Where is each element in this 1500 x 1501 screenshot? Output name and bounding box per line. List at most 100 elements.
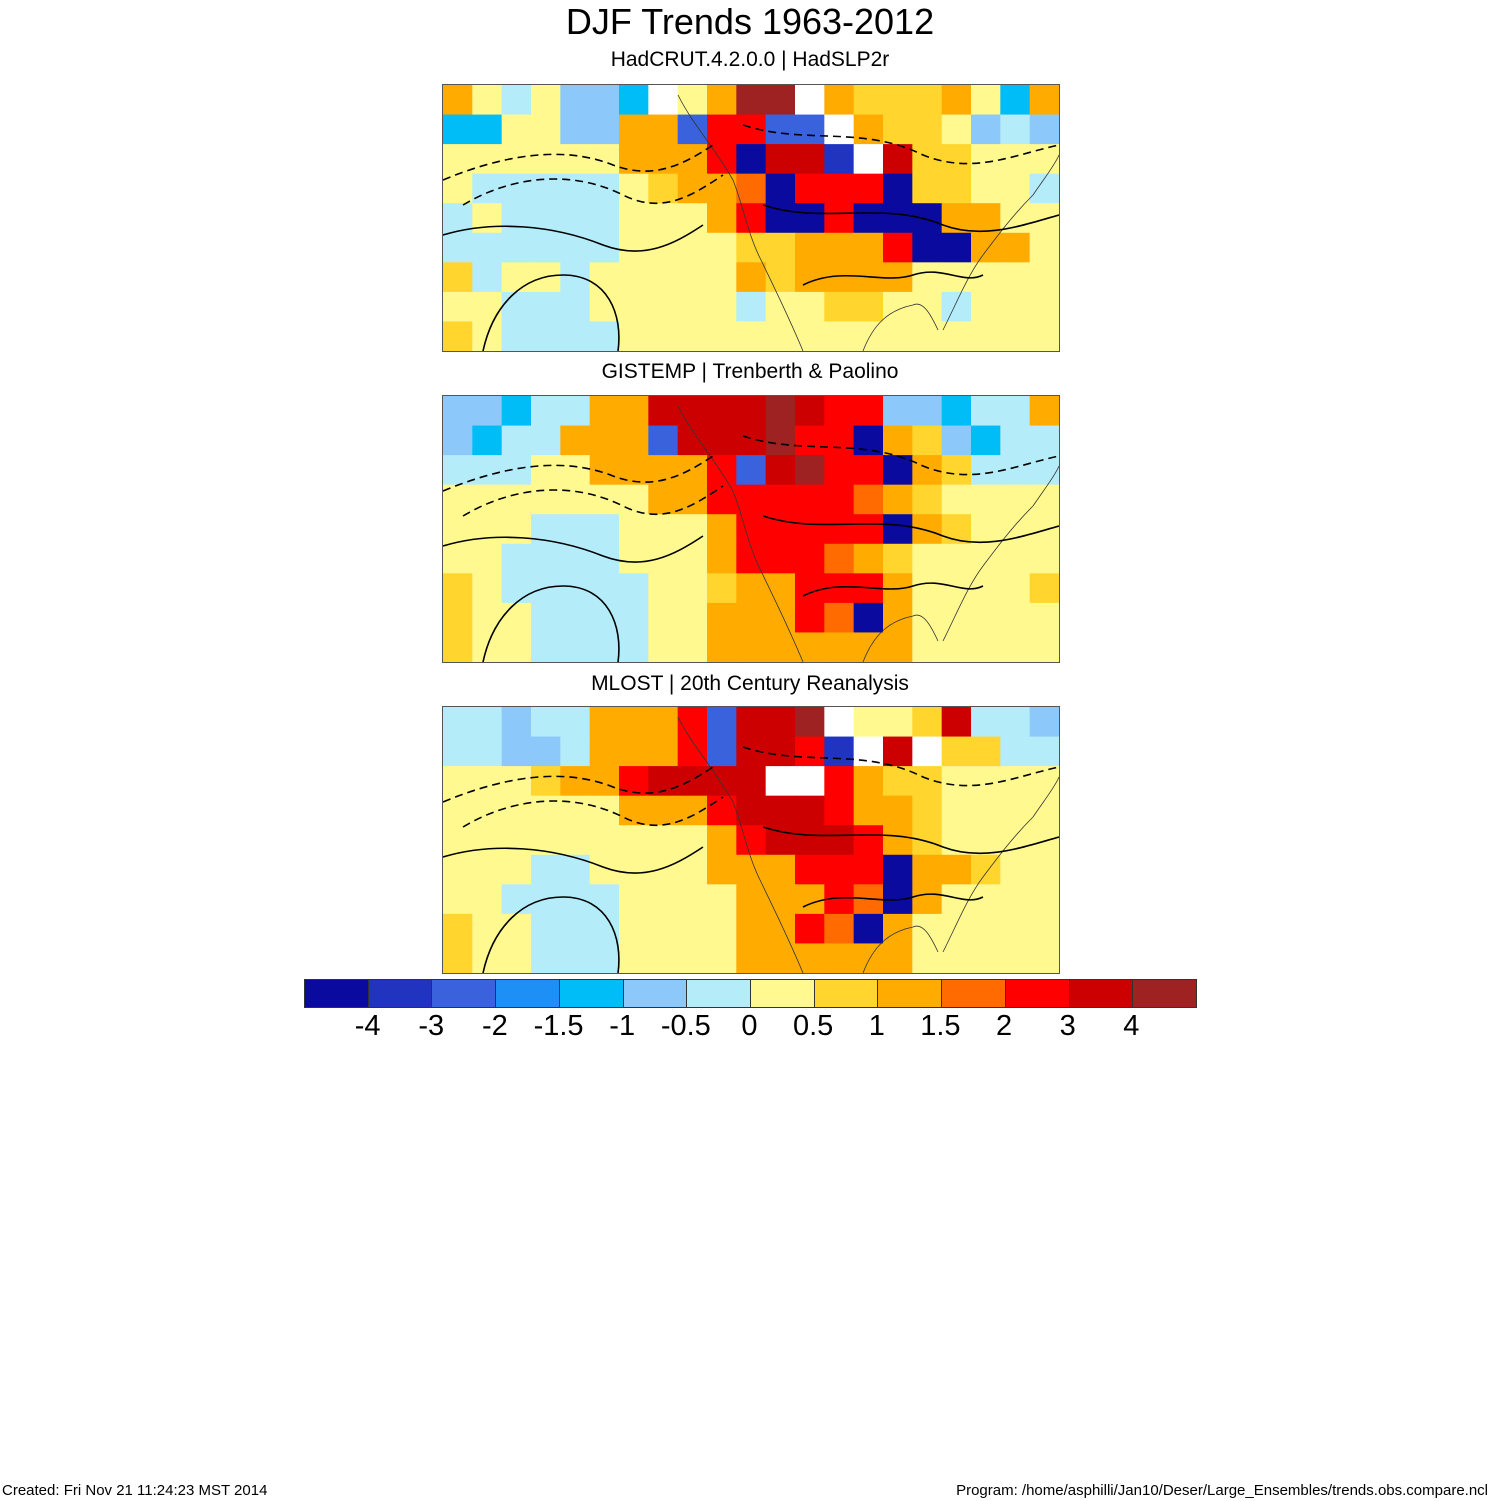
grid-cell: [531, 455, 561, 486]
grid-cell: [677, 825, 708, 856]
grid-cell: [560, 632, 591, 662]
panel-1-title: HadCRUT.4.2.0.0 | HadSLP2r: [610, 48, 890, 71]
grid-cell: [1000, 321, 1031, 351]
colorbar-tick-label: -0.5: [660, 1010, 711, 1042]
grid-cell: [736, 825, 767, 856]
grid-cell: [501, 173, 532, 204]
grid-cell: [941, 85, 972, 116]
grid-cell: [765, 573, 796, 604]
grid-cell: [824, 854, 855, 885]
colorbar-box: [1133, 980, 1197, 1007]
colorbar-box: [814, 980, 879, 1007]
grid-cell: [707, 884, 737, 915]
grid-cell: [648, 114, 679, 145]
grid-cell: [765, 232, 796, 263]
colorbar-tick-label: 0: [741, 1010, 758, 1042]
grid-cell: [883, 321, 913, 351]
map-panel-gistemp: [442, 395, 1060, 663]
panel-2-title: GISTEMP | Trenberth & Paolino: [601, 360, 899, 383]
grid-cell: [883, 736, 913, 767]
grid-cell: [824, 707, 855, 738]
grid-cell: [472, 484, 503, 515]
grid-cell: [677, 943, 708, 973]
grid-cell: [853, 291, 884, 323]
grid-cell: [824, 943, 855, 973]
grid-cell: [443, 321, 473, 351]
coastline: [677, 716, 1059, 973]
grid-cell: [589, 602, 620, 634]
grid-cell: [795, 884, 825, 915]
grid-cell: [648, 543, 679, 574]
grid-cell: [1000, 543, 1031, 574]
grid-cell: [589, 707, 620, 738]
grid-cell: [883, 913, 913, 945]
grid-cell: [795, 825, 825, 856]
grid-cell: [824, 425, 855, 456]
grid-cell: [853, 85, 884, 116]
grid-cell: [853, 114, 884, 145]
grid-cell: [560, 85, 591, 116]
colorbar-tick-label: 3: [1059, 1010, 1076, 1042]
grid-cell: [912, 203, 943, 234]
grid-cell: [531, 321, 561, 351]
grid-cell: [765, 943, 796, 973]
grid-cell: [912, 514, 943, 545]
grid-cell: [824, 484, 855, 515]
grid-cell: [853, 602, 884, 634]
grid-cell: [501, 114, 532, 145]
grid-cell: [795, 455, 825, 486]
grid-cell: [619, 514, 649, 545]
grid-cell: [765, 707, 796, 738]
colorbar-box: [687, 980, 752, 1007]
grid-cell: [560, 144, 591, 175]
grid-cell: [619, 795, 649, 826]
colorbar-box: [751, 980, 815, 1007]
grid-cell: [531, 766, 561, 797]
grid-cell: [853, 913, 884, 945]
slp-contour-negative: [443, 144, 714, 181]
grid-cell: [736, 203, 767, 234]
grid-cell: [648, 825, 679, 856]
grid-cell: [589, 232, 620, 263]
grid-cell: [648, 573, 679, 604]
grid-cell: [736, 396, 767, 427]
slp-contour-negative: [462, 796, 724, 828]
grid-cell: [560, 514, 591, 545]
grid-cell: [1029, 543, 1059, 574]
trend-map-hadcrut: [443, 85, 1059, 351]
grid-cell: [795, 262, 825, 293]
grid-cell: [648, 321, 679, 351]
grid-cell: [619, 573, 649, 604]
grid-cell: [501, 632, 532, 662]
grid-cell: [501, 396, 532, 427]
grid-cell: [971, 85, 1001, 116]
grid-cell: [912, 173, 943, 204]
grid-cell: [560, 736, 591, 767]
grid-cell: [1029, 913, 1059, 945]
grid-cell: [707, 321, 737, 351]
grid-cell: [765, 632, 796, 662]
grid-cell: [619, 173, 649, 204]
grid-cell: [619, 543, 649, 574]
grid-cell: [1029, 144, 1059, 175]
coastline: [677, 94, 1059, 351]
grid-cell: [589, 766, 620, 797]
grid-cell: [1000, 707, 1031, 738]
grid-cell: [443, 85, 473, 116]
grid-cell: [619, 232, 649, 263]
grid-cell: [648, 232, 679, 263]
grid-cell: [795, 543, 825, 574]
grid-cell: [472, 232, 503, 263]
grid-cell: [619, 291, 649, 323]
grid-cell: [619, 736, 649, 767]
grid-cell: [941, 114, 972, 145]
grid-cell: [795, 602, 825, 634]
grid-cell: [1000, 114, 1031, 145]
grid-cell: [443, 602, 473, 634]
grid-cell: [443, 854, 473, 885]
grid-cell: [648, 396, 679, 427]
grid-cell: [765, 203, 796, 234]
grid-cell: [912, 943, 943, 973]
grid-cell: [971, 114, 1001, 145]
grid-cell: [1000, 884, 1031, 915]
